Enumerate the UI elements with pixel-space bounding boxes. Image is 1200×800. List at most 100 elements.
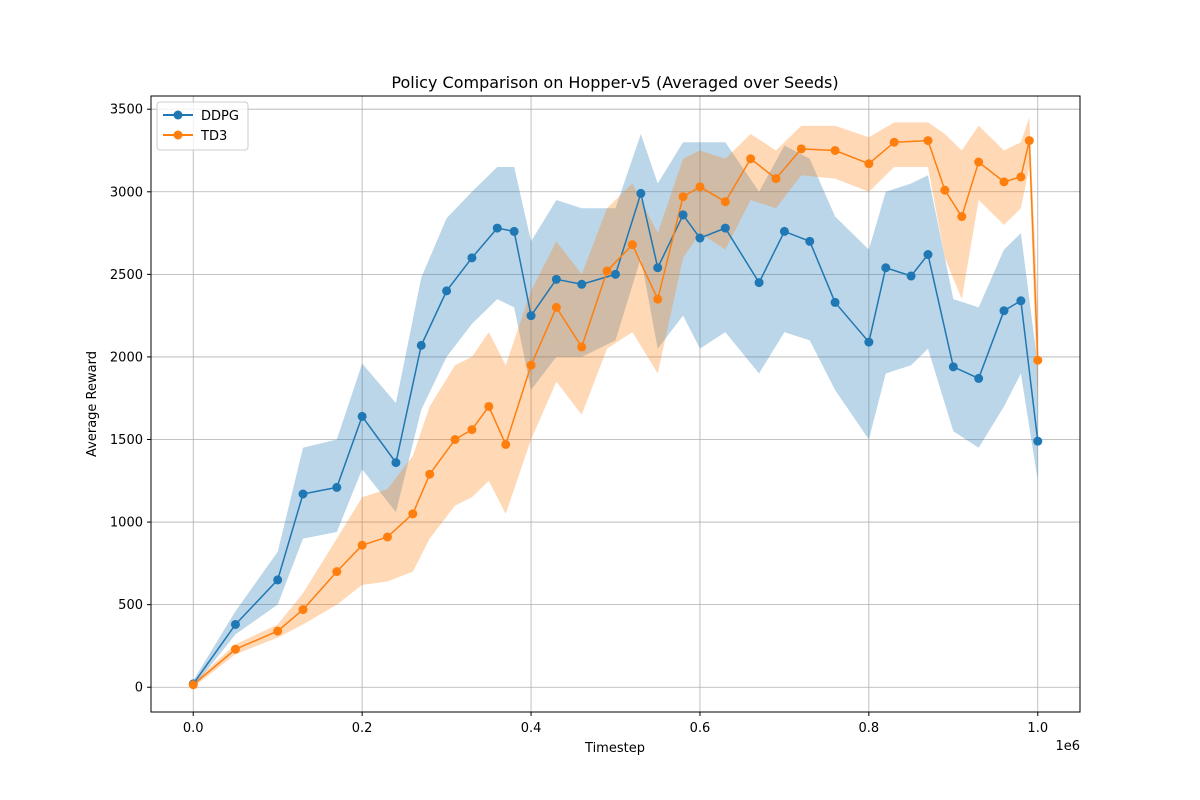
td3-point [889,137,899,147]
ddpg-point [1033,436,1043,446]
x-axis-ticks: 0.0 0.2 0.4 0.6 0.8 1.0 [183,712,1048,736]
confidence-bands [193,117,1038,688]
ddpg-point [442,286,452,296]
ddpg-point [357,411,367,421]
x-tick-label: 1.0 [1027,721,1048,736]
x-tick-label: 0.2 [352,721,373,736]
td3-point [796,144,806,154]
ddpg-point [332,482,342,492]
td3-point [408,509,418,519]
legend-marker-ddpg [173,110,183,120]
ddpg-point [881,263,891,273]
ddpg-point [526,311,536,321]
ddpg-confidence-band [193,133,1038,688]
td3-point [467,425,477,435]
td3-point [425,469,435,479]
ddpg-point [830,297,840,307]
plot-frame [150,95,1081,713]
ddpg-point [551,274,561,284]
td3-point [830,145,840,155]
td3-point [357,540,367,550]
y-axis-ticks: 0 500 1000 1500 2000 2500 3000 3500 [110,103,151,696]
td3-point [695,182,705,192]
legend-marker-td3 [173,130,183,140]
td3-point [188,680,198,690]
td3-point [230,644,240,654]
td3-point [577,342,587,352]
x-axis-multiplier: 1e6 [1055,739,1080,754]
td3-point [551,302,561,312]
td3-point [999,177,1009,187]
td3-point [923,136,933,146]
ddpg-point [230,619,240,629]
td3-point [864,159,874,169]
ddpg-point [948,362,958,372]
ddpg-point [611,269,620,279]
ddpg-point [391,458,401,468]
y-tick-label: 3000 [110,185,143,200]
legend: DDPG TD3 [156,101,249,151]
td3-point [974,157,984,167]
td3-confidence-band [193,117,1038,688]
y-tick-label: 2000 [110,350,143,365]
ddpg-line [192,192,1039,685]
x-tick-label: 0.6 [690,721,711,736]
y-axis-label: Average Reward [85,351,100,457]
td3-point [1024,136,1034,146]
td3-point [273,626,283,636]
ddpg-point [805,236,815,246]
td3-point [678,192,688,202]
x-tick-label: 0.0 [183,721,204,736]
ddpg-point [923,250,933,260]
td3-point [332,567,342,577]
td3-point [1016,172,1026,182]
td3-point [382,532,392,542]
ddpg-point [779,226,789,236]
ddpg-point [636,188,646,198]
td3-point [450,435,460,445]
y-tick-label: 3500 [110,103,143,118]
ddpg-point [653,263,663,273]
chart-title: Policy Comparison on Hopper-v5 (Averaged… [391,73,838,92]
td3-point [1033,355,1043,365]
ddpg-point [720,223,730,233]
td3-point [771,174,781,184]
y-tick-label: 1500 [110,433,143,448]
ddpg-point [273,575,283,585]
ddpg-point [999,306,1009,316]
grid [151,96,1080,712]
td3-point [526,360,536,370]
y-tick-label: 500 [118,598,143,613]
y-tick-label: 0 [135,681,143,696]
y-tick-label: 2500 [110,268,143,283]
td3-point [957,212,967,222]
td3-point [484,401,494,411]
ddpg-point [577,279,587,289]
series-points [188,136,1043,690]
ddpg-point [906,271,916,281]
ddpg-point [416,340,426,350]
td3-point [720,197,730,207]
ddpg-point [1016,296,1026,306]
y-tick-label: 1000 [110,516,143,531]
ddpg-point [492,223,502,233]
td3-point [653,294,663,304]
legend-label-td3: TD3 [200,129,227,144]
td3-point [501,439,511,449]
ddpg-point [678,210,688,220]
x-tick-label: 0.4 [521,721,542,736]
td3-point [940,185,950,195]
ddpg-point [298,489,308,499]
ddpg-point [754,278,764,288]
td3-point [746,154,756,164]
td3-point [627,240,637,250]
td3-point [298,605,308,615]
ddpg-point [974,373,984,383]
ddpg-point [509,226,519,236]
ddpg-point [467,253,477,263]
ddpg-point [695,233,705,243]
td3-point [602,266,612,276]
x-axis-label: Timestep [584,741,645,756]
x-tick-label: 0.8 [859,721,880,736]
